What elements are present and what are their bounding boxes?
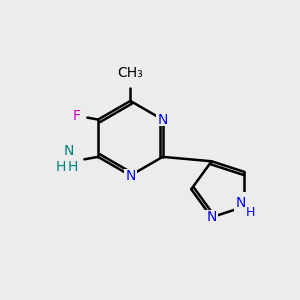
FancyBboxPatch shape [234, 192, 255, 213]
Text: N: N [158, 112, 168, 127]
Text: CH₃: CH₃ [118, 66, 143, 80]
FancyBboxPatch shape [156, 113, 170, 126]
Text: H: H [68, 160, 78, 174]
FancyBboxPatch shape [124, 169, 137, 182]
Text: N: N [206, 210, 217, 224]
Text: F: F [73, 109, 80, 123]
FancyBboxPatch shape [70, 109, 83, 122]
FancyBboxPatch shape [53, 143, 80, 175]
Text: N: N [63, 144, 74, 158]
Text: H: H [56, 160, 66, 174]
Text: N: N [236, 196, 246, 210]
Text: H: H [246, 206, 255, 219]
Text: N: N [125, 169, 136, 182]
FancyBboxPatch shape [205, 210, 218, 224]
